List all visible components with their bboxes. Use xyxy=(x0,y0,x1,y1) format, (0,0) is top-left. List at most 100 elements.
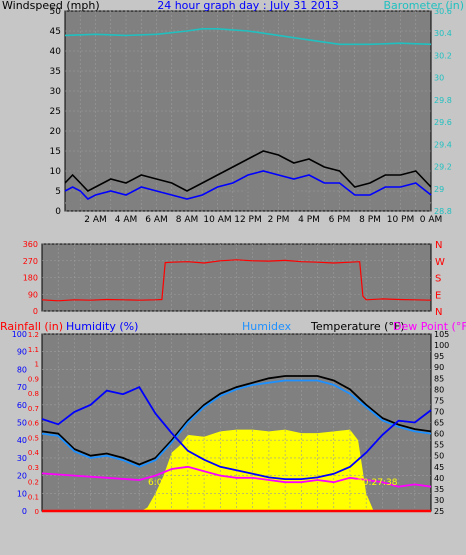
barometer-tick-label: 30.6 xyxy=(434,7,452,16)
humidity-tick-label: 60 xyxy=(17,401,27,410)
time-tick-label: 6 PM xyxy=(329,215,351,225)
temperature-tick-label: 30 xyxy=(434,496,444,505)
rainfall-tick-label: 0.7 xyxy=(28,405,39,413)
direction-grid xyxy=(42,243,431,312)
barometer-axis: 28.8 29 29.2 29.4 29.6 29.8 30 30.2 30.4 30.6 xyxy=(434,7,452,216)
time-tick-label: 8 PM xyxy=(359,215,381,225)
temperature-tick-label: 85 xyxy=(434,374,444,383)
temp-series-line xyxy=(41,375,432,466)
temp-series-line xyxy=(41,379,432,468)
direction-degrees-axis: 0 90 180 270 360 xyxy=(23,240,38,316)
temperature-tick-label: 40 xyxy=(434,474,444,483)
temperature-tick-label: 90 xyxy=(434,363,444,372)
time-tick-label: 2 PM xyxy=(268,215,290,225)
barometer-tick-label: 29 xyxy=(434,185,444,194)
barometer-tick-label: 29.8 xyxy=(434,96,452,105)
windspeed-tick-label: 5 xyxy=(55,187,61,197)
direction-tick-label: 90 xyxy=(28,290,38,299)
windspeed-tick-label: 30 xyxy=(50,87,62,97)
compass-label: N xyxy=(435,240,442,251)
rainfall-tick-label: 0.8 xyxy=(28,390,39,398)
solar-area xyxy=(141,429,374,511)
legend-dewpoint: Dew Point (°F) xyxy=(393,320,466,333)
humidity-tick-label: 80 xyxy=(17,365,27,374)
temperature-tick-label: 35 xyxy=(434,485,444,494)
solar-series xyxy=(141,429,374,511)
barometer-tick-label: 29.6 xyxy=(434,118,452,127)
direction-series xyxy=(41,259,432,302)
temperature-axis: 25 30 35 40 45 50 55 60 65 70 75 80 85 90 95 100 105 xyxy=(434,330,449,516)
windspeed-tick-label: 20 xyxy=(50,127,62,137)
time-tick-label: 4 AM xyxy=(115,215,138,225)
rainfall-tick-label: 0.4 xyxy=(28,449,40,457)
temp-series-line xyxy=(41,385,432,481)
humidity-tick-label: 30 xyxy=(17,454,27,463)
rainfall-tick-label: 0.6 xyxy=(28,420,40,428)
time-tick-label: 8 AM xyxy=(176,215,199,225)
legend-rainfall: Rainfall (in) xyxy=(0,320,63,333)
time-tick-label: 12 PM xyxy=(234,215,262,225)
time-axis: 2 AM 4 AM 6 AM 8 AM 10 AM 12 PM 2 PM 4 PM 6 PM 8 … xyxy=(84,215,442,225)
compass-label: W xyxy=(435,257,445,268)
temperature-tick-label: 80 xyxy=(434,385,444,394)
barometer-tick-label: 29.2 xyxy=(434,163,452,172)
humidity-tick-label: 40 xyxy=(17,436,27,445)
direction-series-line xyxy=(41,259,432,302)
rainfall-tick-label: 0.1 xyxy=(28,493,39,501)
time-tick-label: 2 AM xyxy=(84,215,107,225)
windspeed-tick-label: 0 xyxy=(55,207,61,217)
compass-label: E xyxy=(435,290,441,301)
temperature-tick-label: 75 xyxy=(434,396,444,405)
humidity-axis: 0 10 20 30 40 50 60 70 80 90 100 xyxy=(12,330,27,516)
wind-series-line xyxy=(64,27,432,46)
humidity-tick-label: 100 xyxy=(12,330,27,339)
temperature-tick-label: 105 xyxy=(434,330,449,339)
wind-series-line xyxy=(65,190,432,208)
direction-tick-label: 360 xyxy=(23,240,38,249)
humidity-tick-label: 0 xyxy=(22,507,27,516)
barometer-tick-label: 30.2 xyxy=(434,51,452,60)
humidity-tick-label: 90 xyxy=(17,348,27,357)
time-tick-label: 10 PM xyxy=(387,215,415,225)
temp-series-line xyxy=(41,465,432,488)
windspeed-tick-label: 15 xyxy=(50,147,61,157)
windspeed-axis-label: Windspeed (mph) xyxy=(2,0,100,12)
rainfall-tick-label: 0.2 xyxy=(28,479,39,487)
rainfall-tick-label: 0 xyxy=(35,508,39,516)
windspeed-tick-label: 25 xyxy=(50,107,61,117)
rainfall-tick-label: 1.1 xyxy=(28,346,39,354)
wind-series xyxy=(64,27,432,208)
temperature-tick-label: 70 xyxy=(434,407,444,416)
humidity-tick-label: 70 xyxy=(17,383,27,392)
temperature-tick-label: 100 xyxy=(434,341,449,350)
time-tick-label: 0 AM xyxy=(420,215,443,225)
barometer-tick-label: 30.4 xyxy=(434,29,452,38)
wind-series-line xyxy=(64,170,432,200)
windspeed-tick-label: 40 xyxy=(50,47,62,57)
rainfall-tick-label: 0.5 xyxy=(28,434,39,442)
barometer-tick-label: 28.8 xyxy=(434,207,452,216)
rainfall-tick-label: 1.2 xyxy=(28,331,39,339)
temp-series xyxy=(41,375,432,513)
legend-humidity: Humidity (%) xyxy=(66,320,138,333)
barometer-axis-label: Barometer (in) xyxy=(384,0,465,12)
temperature-tick-label: 25 xyxy=(434,507,444,516)
barometer-tick-label: 29.4 xyxy=(434,140,452,149)
humidity-tick-label: 20 xyxy=(17,472,27,481)
chart-title: 24 hour graph day : July 31 2013 xyxy=(157,0,339,12)
direction-tick-label: 270 xyxy=(23,257,38,266)
temperature-tick-label: 65 xyxy=(434,419,444,428)
time-tick-label: 4 PM xyxy=(298,215,320,225)
rainfall-tick-label: 1 xyxy=(35,361,39,369)
barometer-tick-label: 30 xyxy=(434,74,444,83)
temperature-tick-label: 60 xyxy=(434,430,444,439)
temperature-tick-label: 50 xyxy=(434,452,444,461)
windspeed-axis: 0 5 10 15 20 25 30 35 40 45 50 xyxy=(50,7,62,217)
legend-humidex: Humidex xyxy=(242,320,292,333)
legend-temperature: Temperature (°F) xyxy=(310,320,405,333)
compass-label: N xyxy=(435,307,442,318)
